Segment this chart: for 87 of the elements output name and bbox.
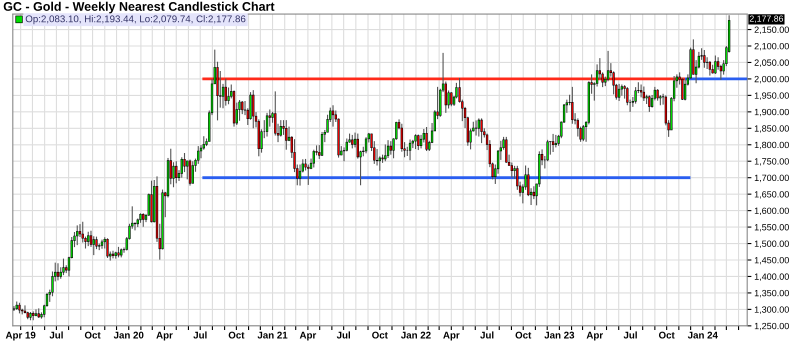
y-tick-label: 1,650.00: [754, 191, 789, 199]
x-tick-label: Oct: [84, 332, 101, 339]
x-tick-label: Apr 19: [6, 332, 36, 340]
y-tick-label: 1,400.00: [754, 273, 789, 281]
candlestick: [656, 88, 659, 102]
candlestick: [332, 104, 334, 128]
x-tick-label: Oct: [372, 332, 388, 339]
candlestick: [142, 212, 144, 228]
x-tick-label: Oct: [658, 332, 675, 339]
candlestick: [708, 60, 712, 76]
y-tick-label: 2,000.00: [754, 76, 789, 84]
candlestick: [87, 231, 90, 247]
candlestick: [38, 308, 40, 319]
candlestick: [648, 94, 651, 112]
candlestick: [474, 120, 478, 136]
x-tick-label: Oct: [516, 332, 532, 339]
candlestick: [414, 134, 417, 150]
candlestick: [351, 134, 354, 149]
candlestick: [238, 99, 241, 122]
x-tick-label: Jan 21: [258, 332, 288, 339]
x-tick-label: Jul: [193, 331, 207, 339]
x-tick-label: Apr: [300, 332, 316, 340]
y-tick-label: 2,050.00: [754, 59, 789, 67]
x-tick-label: Jan 23: [544, 332, 574, 339]
candlestick: [312, 149, 315, 168]
x-tick-label: Oct: [228, 332, 244, 339]
candlestick: [180, 156, 183, 178]
y-tick-label: 1,950.00: [754, 92, 789, 100]
y-tick-label: 1,450.00: [754, 256, 789, 264]
candlestick: [450, 92, 452, 107]
annotation: Op:2,083.10, Hi:2,193.44, Lo:2,079.74, Cl:2,177.86: [26, 15, 246, 24]
y-tick-label: 1,250.00: [754, 322, 789, 330]
candlestick: [175, 160, 178, 184]
y-tick-label: 1,550.00: [754, 224, 789, 232]
y-tick-label: 1,800.00: [754, 142, 789, 150]
y-tick-label: 1,600.00: [754, 208, 789, 216]
candlestick: [554, 134, 558, 148]
x-tick-label: Jan 24: [688, 332, 718, 339]
candlestick: [425, 126, 428, 152]
y-tick-label: 1,500.00: [754, 240, 789, 248]
candlestick: [640, 84, 642, 98]
candlestick: [480, 118, 483, 144]
candlestick: [285, 120, 288, 150]
x-tick-label: Jul: [480, 331, 494, 339]
candlestick: [56, 262, 60, 281]
candlestick: [408, 138, 412, 161]
candlestick: [76, 224, 78, 246]
candlestick: [606, 50, 610, 82]
candlestick: [384, 144, 386, 162]
x-tick-label: Jul: [336, 331, 350, 339]
y-tick-label: 2,100.00: [754, 42, 789, 50]
x-tick-label: Apr: [443, 332, 460, 340]
x-tick-label: Apr: [586, 332, 603, 340]
y-tick-label: 1,350.00: [754, 290, 789, 298]
candlestick: [32, 310, 34, 321]
candlestick: [224, 78, 227, 106]
y-tick-label: 1,900.00: [754, 108, 789, 116]
candlestick: [714, 54, 717, 75]
candlestick: [117, 246, 120, 258]
candlestick: [618, 83, 620, 102]
candlestick: [390, 140, 392, 156]
y-tick-label: 1,700.00: [754, 174, 789, 182]
candlestick: [703, 49, 706, 68]
text: 2,177.86: [750, 16, 784, 23]
candlestick: [582, 124, 585, 142]
y-tick-label: 1,750.00: [754, 158, 789, 166]
candlestick: [192, 160, 194, 184]
candlestick: [252, 90, 254, 129]
candlestick: [386, 140, 390, 158]
candlestick: [510, 162, 513, 178]
x-tick-label: Jan 22: [400, 332, 431, 339]
candlestick: [571, 86, 574, 124]
candlestick: [417, 134, 420, 151]
candlestick: [320, 131, 324, 157]
chart-title: GC - Gold - Weekly Nearest Candlestick Chart: [4, 2, 274, 14]
candlestick: [642, 86, 646, 102]
candlestick: [100, 239, 104, 250]
x-tick-label: Jul: [624, 331, 637, 339]
x-tick-label: Jan 20: [114, 332, 144, 339]
candlestick: [364, 136, 368, 154]
y-tick-label: 1,300.00: [754, 306, 789, 314]
y-tick-label: 1,850.00: [754, 125, 789, 133]
y-tick-label: 2,150.00: [754, 26, 789, 34]
x-tick-label: Jul: [50, 331, 63, 339]
candlestick: [505, 136, 508, 164]
candlestick: [552, 133, 554, 153]
x-tick-label: Apr: [156, 332, 173, 340]
